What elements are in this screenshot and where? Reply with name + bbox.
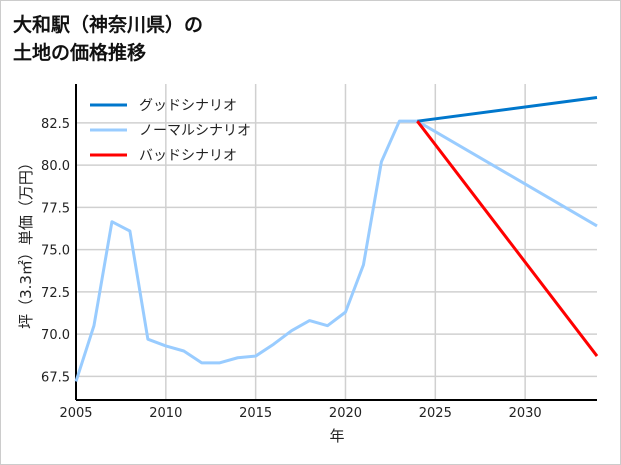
- y-tick-label: 72.5: [41, 286, 70, 301]
- series-line-0: [417, 96, 598, 123]
- title-line-1: 大和駅（神奈川県）の: [13, 14, 204, 36]
- y-tick-label: 77.5: [41, 201, 70, 216]
- x-axis-label: 年: [329, 427, 344, 445]
- x-tick-label: 2020: [329, 406, 362, 421]
- y-tick-label: 82.5: [41, 117, 70, 132]
- y-tick-label: 75.0: [41, 244, 70, 259]
- series-line-2: [416, 120, 599, 357]
- legend-label: ノーマルシナリオ: [139, 123, 251, 139]
- x-tick-label: 2015: [239, 406, 272, 421]
- y-tick-label: 80.0: [41, 159, 70, 174]
- series-line-1: [74, 119, 598, 382]
- y-tick-label: 67.5: [41, 370, 70, 385]
- y-tick-label: 70.0: [41, 328, 70, 343]
- x-tick-label: 2025: [419, 406, 452, 421]
- y-axis-label: 坪（3.3㎡）単価（万円）: [17, 155, 35, 329]
- x-tick-label: 2030: [509, 406, 542, 421]
- x-tick-label: 2005: [59, 406, 92, 421]
- title-line-2: 土地の価格推移: [13, 42, 147, 64]
- legend-label: バッドシナリオ: [139, 148, 237, 164]
- chart-title: 大和駅（神奈川県）の 土地の価格推移: [13, 11, 203, 67]
- x-tick-label: 2010: [149, 406, 182, 421]
- legend-label: グッドシナリオ: [139, 98, 237, 114]
